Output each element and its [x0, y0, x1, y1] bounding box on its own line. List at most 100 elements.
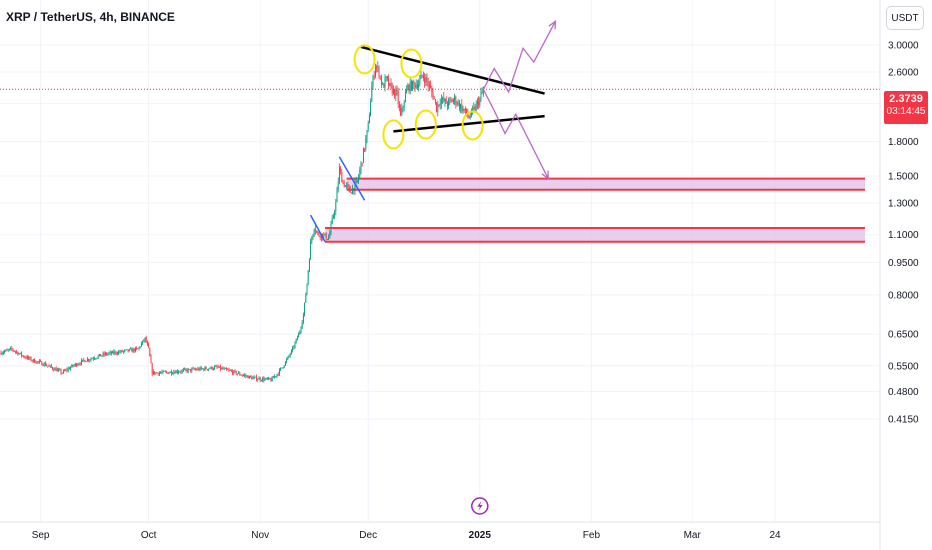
candle-body: [263, 378, 265, 381]
candle-body: [47, 365, 49, 367]
candle-body: [413, 81, 415, 84]
candle-body: [11, 348, 13, 350]
candle-body: [367, 123, 369, 131]
lightning-icon-bolt: [477, 501, 483, 511]
candle-body: [436, 102, 438, 112]
candle-body: [119, 351, 121, 353]
candle-body: [188, 368, 190, 370]
candle-body: [114, 351, 116, 354]
candle-body: [442, 97, 444, 100]
candle-body: [54, 368, 56, 371]
candle-body: [319, 235, 321, 238]
candle-body: [227, 369, 229, 371]
candle-body: [396, 89, 398, 92]
candle-body: [26, 356, 28, 359]
candle-body: [288, 355, 290, 357]
candle-body: [281, 367, 283, 369]
candle-body: [38, 361, 40, 362]
candle-body: [61, 373, 63, 374]
candle-body: [175, 370, 177, 374]
candle-body: [268, 378, 270, 379]
candle-body: [48, 365, 50, 367]
price-axis[interactable]: 3.00002.60002.20001.80001.50001.30001.10…: [879, 0, 919, 550]
candle-body: [98, 354, 100, 356]
candle-body: [162, 371, 164, 373]
candle-body: [408, 85, 410, 92]
candle-body: [407, 85, 409, 90]
candle-body: [326, 239, 328, 240]
candle-body: [198, 368, 200, 371]
candle-body: [366, 130, 368, 139]
projection-down-arrow-arrowhead: [541, 170, 549, 180]
candle-body: [150, 356, 152, 364]
candle-body: [18, 353, 20, 355]
candle-body: [149, 347, 151, 357]
candle-body: [125, 349, 127, 351]
candle-body: [346, 185, 348, 186]
candle-body: [113, 351, 115, 354]
candle-body: [80, 360, 82, 364]
candle-body: [253, 377, 255, 378]
candle-body: [228, 369, 230, 371]
candle-body: [163, 371, 165, 372]
candle-body: [474, 107, 476, 111]
candle-body: [223, 368, 225, 370]
candle-body: [108, 352, 110, 354]
candle-body: [71, 364, 73, 368]
candle-body: [55, 368, 57, 372]
candle-body: [445, 98, 447, 104]
candle-body: [146, 342, 148, 345]
price-tick-label: 2.6000: [888, 68, 919, 79]
last-price-value: 2.3739: [889, 93, 923, 105]
price-tick-label: 0.8000: [888, 290, 919, 301]
candle-body: [139, 346, 141, 348]
candle-body: [481, 91, 483, 94]
candle-body: [232, 371, 234, 374]
candle-body: [265, 378, 267, 379]
candle-body: [392, 88, 394, 94]
lightning-icon[interactable]: [471, 497, 489, 515]
candle-body: [194, 369, 196, 371]
candle-body: [478, 101, 480, 106]
candle-body: [32, 359, 34, 361]
candle-body: [289, 353, 291, 356]
triangle-upper-trendline: [360, 45, 545, 95]
price-candles: [0, 61, 484, 383]
candle-body: [46, 365, 48, 367]
candle-body: [140, 343, 142, 347]
candle-body: [244, 375, 246, 377]
candle-body: [19, 352, 21, 354]
currency-button[interactable]: USDT: [886, 6, 924, 30]
time-tick-label: Dec: [359, 530, 377, 541]
candle-body: [197, 368, 199, 370]
candle-body: [142, 340, 144, 344]
candle-body: [425, 76, 427, 83]
candle-body: [89, 359, 91, 361]
candle-body: [252, 377, 254, 380]
time-tick-label: Sep: [32, 530, 50, 541]
time-tick-label: Feb: [583, 530, 601, 541]
candle-body: [74, 363, 76, 366]
candle-body: [110, 351, 112, 354]
candle-body: [430, 85, 432, 89]
candle-body: [334, 211, 336, 216]
highlight-circle: [353, 44, 376, 75]
candle-body: [174, 372, 176, 374]
time-axis[interactable]: Sep Oct Nov Dec 2025 Feb Mar 24: [0, 521, 880, 541]
candle-body: [29, 357, 31, 359]
candle-body: [371, 86, 373, 103]
candle-body: [248, 375, 250, 379]
candle-body: [40, 361, 42, 362]
zone-fill: [325, 227, 865, 242]
candle-body: [10, 348, 12, 349]
price-tick-label: 1.8000: [888, 137, 919, 148]
candle-body: [455, 96, 457, 105]
candle-body: [202, 368, 204, 370]
candle-body: [342, 182, 344, 184]
candle-body: [179, 371, 181, 373]
candle-body: [76, 363, 78, 366]
candle-body: [349, 187, 351, 193]
candle-body: [191, 368, 193, 372]
candle-body: [466, 108, 468, 114]
